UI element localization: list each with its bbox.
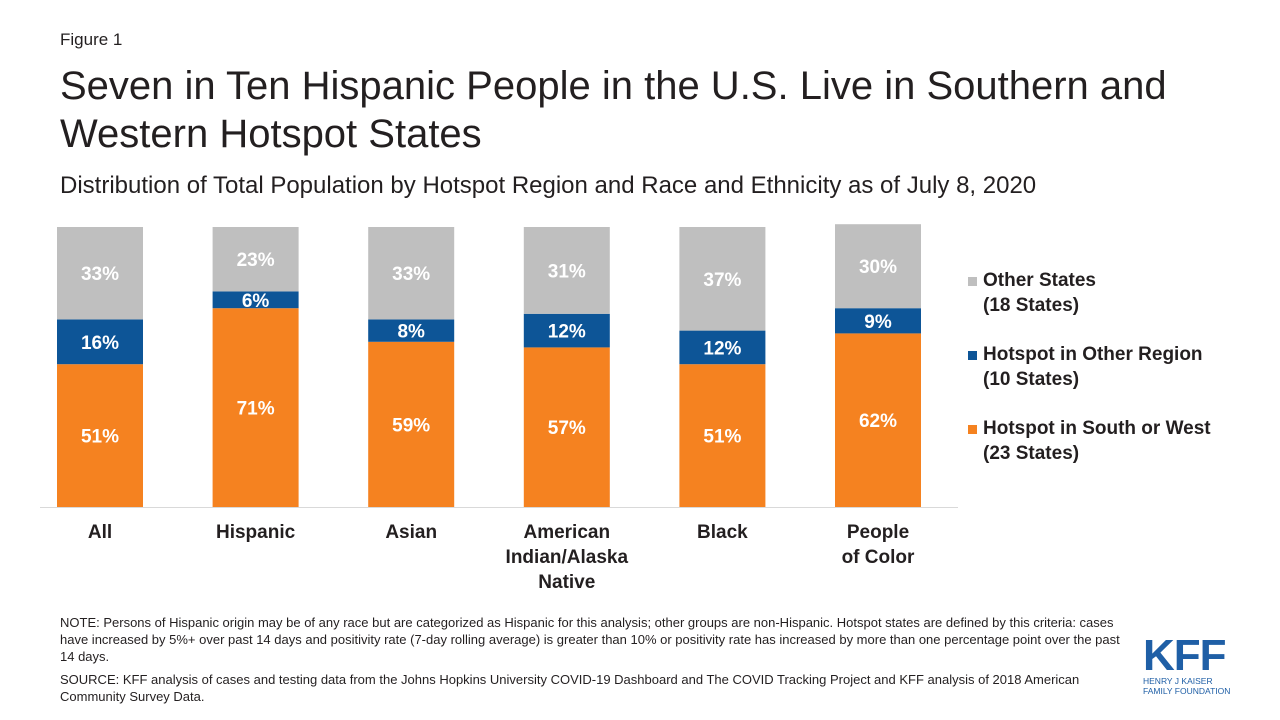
legend-sublabel: (18 States) <box>983 295 1080 316</box>
x-tick-label: All <box>87 522 113 543</box>
data-label: 6% <box>242 291 270 312</box>
data-label: 33% <box>81 264 119 285</box>
bar-segment-other-region <box>368 319 455 342</box>
bar-segment-south-west <box>835 333 921 507</box>
data-label: 71% <box>237 399 275 420</box>
data-label: 51% <box>81 427 119 448</box>
bar-segment-other-states <box>835 224 921 309</box>
chart-title: Seven in Ten Hispanic People in the U.S.… <box>60 64 1167 156</box>
logo-line-1: HENRY J KAISER <box>1143 676 1213 686</box>
legend-swatch-other-region <box>968 351 977 360</box>
bar-segment-other-states <box>679 227 766 331</box>
data-label: 9% <box>864 312 892 333</box>
bar-segment-south-west <box>212 308 299 507</box>
bar-segment-other-region <box>57 319 143 365</box>
chart-subtitle: Distribution of Total Population by Hots… <box>60 172 1037 199</box>
bar-segment-other-region <box>523 313 610 348</box>
data-label: 23% <box>237 250 275 271</box>
bar-segment-south-west <box>523 347 610 507</box>
legend-label: Hotspot in Other Region <box>983 344 1203 365</box>
kff-logo: KFF HENRY J KAISER FAMILY FOUNDATION <box>1143 631 1243 698</box>
bar-segment-other-states <box>57 227 143 320</box>
footnote-note: NOTE: Persons of Hispanic origin may be … <box>60 615 1120 664</box>
footnote-source: SOURCE: KFF analysis of cases and testin… <box>60 672 1080 704</box>
data-label: 59% <box>392 415 430 436</box>
x-tick-label: American Indian/Alaska Native <box>505 522 629 593</box>
x-tick-label: People of Color <box>841 522 915 568</box>
data-label: 30% <box>859 257 897 278</box>
data-label: 51% <box>703 427 741 448</box>
bar-segment-other-region <box>679 330 766 365</box>
bar-segment-south-west <box>679 364 766 507</box>
legend-swatch-south-west <box>968 425 977 434</box>
legend-sublabel: (10 States) <box>983 369 1080 390</box>
data-label: 12% <box>548 322 586 343</box>
data-label: 37% <box>703 270 741 291</box>
data-label: 8% <box>397 322 425 343</box>
x-tick-label: Asian <box>385 522 438 543</box>
bar-segment-south-west <box>368 341 455 507</box>
legend-label: Hotspot in South or West <box>983 418 1211 439</box>
bar-segment-other-states <box>523 227 610 314</box>
bar-segment-other-states <box>368 227 455 320</box>
legend-item-south-west: Hotspot in South or West (23 States) <box>968 416 1268 466</box>
data-label: 31% <box>548 261 586 282</box>
legend-sublabel: (23 States) <box>983 443 1080 464</box>
logo-letters: KFF <box>1143 631 1227 680</box>
legend-item-other-region: Hotspot in Other Region (10 States) <box>968 342 1268 392</box>
x-tick-label: Hispanic <box>215 522 296 543</box>
logo-line-2: FAMILY FOUNDATION <box>1143 686 1231 696</box>
legend-label: Other States <box>983 270 1096 291</box>
data-label: 57% <box>548 418 586 439</box>
legend-swatch-other-states <box>968 277 977 286</box>
x-tick-label: Black <box>697 522 748 543</box>
figure-label: Figure 1 <box>60 30 123 49</box>
legend-item-other-states: Other States (18 States) <box>968 268 1268 318</box>
data-label: 12% <box>703 338 741 359</box>
bar-segment-other-states <box>212 227 299 292</box>
data-label: 16% <box>81 333 119 354</box>
bar-segment-other-region <box>212 291 299 309</box>
chart-legend: Other States (18 States) Hotspot in Othe… <box>968 268 1268 490</box>
data-label: 62% <box>859 411 897 432</box>
bar-segment-other-region <box>835 308 921 334</box>
data-label: 33% <box>392 264 430 285</box>
bar-segment-south-west <box>57 364 143 507</box>
